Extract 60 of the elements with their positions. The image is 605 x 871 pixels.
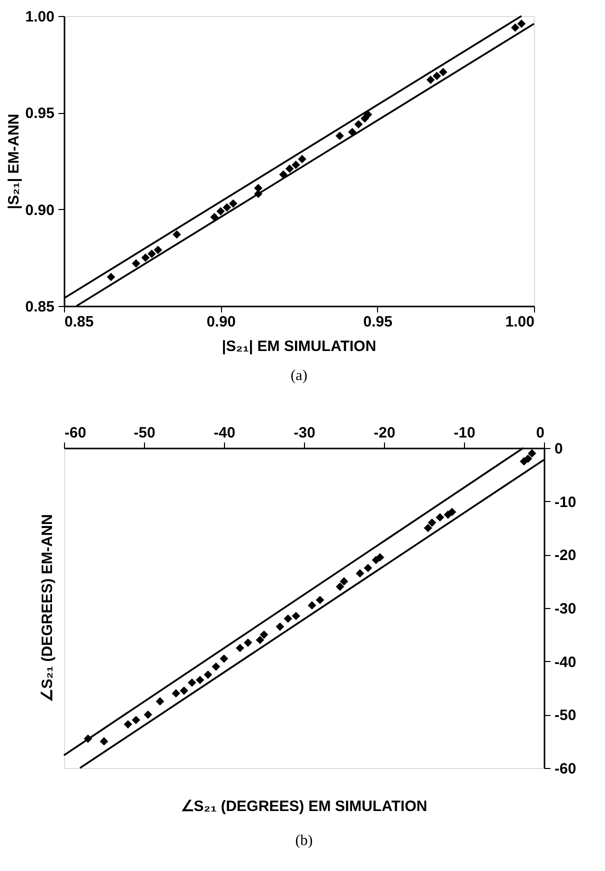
y-tick-label: 0 xyxy=(554,440,563,458)
point xyxy=(528,449,536,458)
point xyxy=(336,582,344,591)
point xyxy=(212,662,220,671)
x-tick-label: 0.90 xyxy=(206,314,236,330)
y-tick-label: -10 xyxy=(554,494,576,511)
point xyxy=(256,636,264,644)
x-axis-title: |S₂₁| EM SIMULATION xyxy=(222,338,376,355)
point xyxy=(188,678,196,687)
point xyxy=(364,564,372,572)
x-axis-title: ∠S₂₁ (DEGREES) EM SIMULATION xyxy=(180,798,428,815)
x-tick-label: 0.85 xyxy=(64,314,94,330)
text: (a) xyxy=(290,368,308,384)
point xyxy=(448,508,456,516)
point xyxy=(376,553,384,562)
x-tick-label: -60 xyxy=(64,424,86,442)
y-tick-label: 0.95 xyxy=(25,105,54,122)
x-tick-label: 1.00 xyxy=(505,314,534,330)
point xyxy=(236,644,244,652)
y-tick-label: -30 xyxy=(554,600,576,618)
point xyxy=(436,513,444,522)
text: (b) xyxy=(295,833,313,849)
y-axis-title: ∠S₂₁ (DEGREES) EM-ANN xyxy=(39,514,56,702)
point xyxy=(340,577,348,586)
point xyxy=(356,569,364,578)
point xyxy=(172,689,180,698)
point xyxy=(308,601,316,610)
point xyxy=(428,518,436,527)
point xyxy=(124,720,132,728)
y-tick-label: 1.00 xyxy=(25,8,54,26)
point xyxy=(220,654,228,663)
y-tick-label: -20 xyxy=(554,547,576,564)
y-tick-label: 0.85 xyxy=(25,298,54,316)
point xyxy=(292,612,300,620)
x-tick-label: -50 xyxy=(134,424,156,442)
y-axis-title: |S₂₁| EM-ANN xyxy=(5,114,22,210)
y-tick-label: -40 xyxy=(554,654,576,671)
point xyxy=(260,630,268,639)
point xyxy=(156,697,164,706)
y-tick-label: 0.90 xyxy=(25,202,54,219)
x-tick-label: 0 xyxy=(536,424,544,442)
x-tick-label: -20 xyxy=(374,424,396,442)
point xyxy=(204,670,212,679)
point xyxy=(180,686,188,695)
point xyxy=(196,676,204,684)
point xyxy=(316,596,324,604)
point xyxy=(284,614,292,623)
point xyxy=(100,737,108,746)
x-tick-label: 0.95 xyxy=(363,314,392,330)
y-tick-label: -50 xyxy=(554,707,576,724)
point xyxy=(524,454,532,463)
point xyxy=(276,622,284,631)
point xyxy=(132,716,140,724)
x-tick-label: -30 xyxy=(294,424,316,442)
point xyxy=(144,710,152,719)
point xyxy=(244,638,252,647)
y-tick-label: -60 xyxy=(554,760,576,778)
x-tick-label: -10 xyxy=(454,424,476,442)
point xyxy=(424,524,432,532)
x-tick-label: -40 xyxy=(214,424,236,442)
